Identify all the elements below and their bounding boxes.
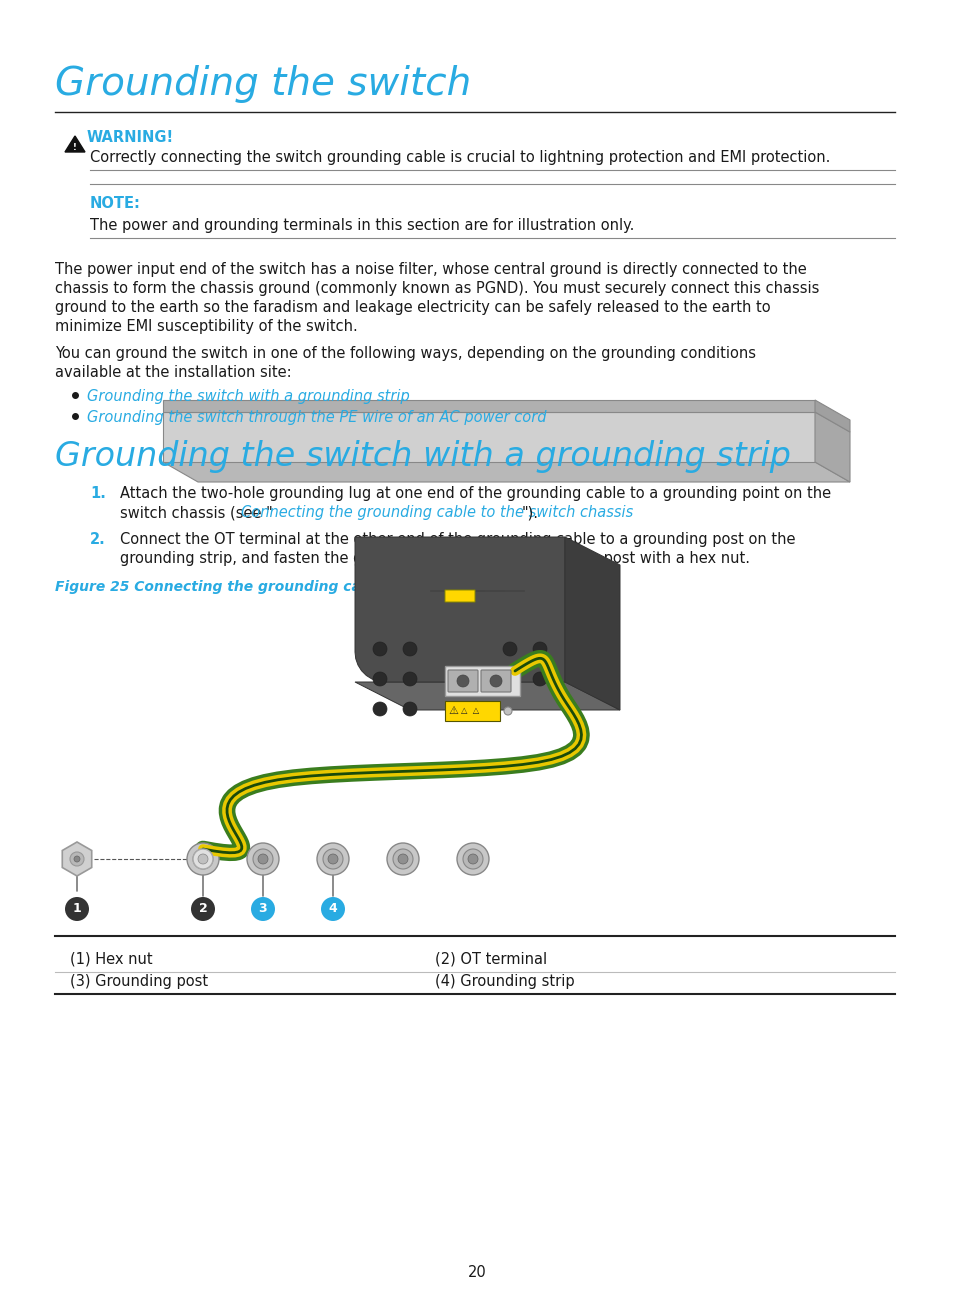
Text: 1.: 1.: [90, 486, 106, 502]
Text: Attach the two-hole grounding lug at one end of the grounding cable to a groundi: Attach the two-hole grounding lug at one…: [120, 486, 830, 502]
Circle shape: [387, 842, 418, 875]
Text: ⚠: ⚠: [448, 706, 457, 715]
Text: (2) OT terminal: (2) OT terminal: [435, 953, 547, 967]
Text: 2.: 2.: [90, 531, 106, 547]
Text: Figure 25 Connecting the grounding cable to a grounding strip: Figure 25 Connecting the grounding cable…: [55, 581, 546, 594]
Circle shape: [323, 849, 343, 870]
Text: (4) Grounding strip: (4) Grounding strip: [435, 975, 574, 989]
Circle shape: [490, 675, 501, 687]
Circle shape: [74, 855, 80, 862]
Circle shape: [187, 842, 219, 875]
FancyBboxPatch shape: [448, 670, 477, 692]
Circle shape: [503, 708, 512, 715]
Circle shape: [316, 842, 349, 875]
Circle shape: [402, 702, 416, 715]
Text: chassis to form the chassis ground (commonly known as PGND). You must securely c: chassis to form the chassis ground (comm…: [55, 281, 819, 295]
FancyBboxPatch shape: [480, 670, 511, 692]
Text: ").: ").: [521, 505, 538, 520]
Circle shape: [251, 897, 274, 921]
Polygon shape: [814, 400, 849, 432]
Text: switch chassis (see ": switch chassis (see ": [120, 505, 273, 520]
Circle shape: [70, 851, 84, 866]
Text: Grounding the switch with a grounding strip: Grounding the switch with a grounding st…: [55, 441, 790, 473]
Text: WARNING!: WARNING!: [87, 130, 174, 145]
Text: available at the installation site:: available at the installation site:: [55, 365, 292, 380]
Polygon shape: [65, 136, 85, 152]
Circle shape: [193, 849, 213, 870]
Text: Grounding the switch with a grounding strip: Grounding the switch with a grounding st…: [87, 389, 410, 404]
Circle shape: [393, 849, 413, 870]
Text: Grounding the switch through the PE wire of an AC power cord: Grounding the switch through the PE wire…: [87, 410, 546, 425]
Polygon shape: [355, 537, 564, 682]
Circle shape: [402, 642, 416, 656]
Text: minimize EMI susceptibility of the switch.: minimize EMI susceptibility of the switc…: [55, 319, 357, 334]
FancyBboxPatch shape: [444, 666, 519, 696]
Text: The power and grounding terminals in this section are for illustration only.: The power and grounding terminals in thi…: [90, 218, 634, 233]
Circle shape: [193, 849, 213, 870]
Circle shape: [373, 642, 387, 656]
Circle shape: [502, 673, 517, 686]
Text: (1) Hex nut: (1) Hex nut: [70, 953, 152, 967]
Polygon shape: [163, 412, 814, 461]
Text: Connect the OT terminal at the other end of the grounding cable to a grounding p: Connect the OT terminal at the other end…: [120, 531, 795, 547]
Circle shape: [257, 854, 268, 864]
Text: △  △: △ △: [460, 706, 478, 715]
Text: Grounding the switch: Grounding the switch: [55, 65, 471, 102]
Circle shape: [533, 673, 546, 686]
Circle shape: [468, 854, 477, 864]
Text: The power input end of the switch has a noise filter, whose central ground is di: The power input end of the switch has a …: [55, 262, 806, 277]
Text: (3) Grounding post: (3) Grounding post: [70, 975, 208, 989]
Polygon shape: [163, 461, 849, 482]
FancyBboxPatch shape: [444, 590, 475, 603]
Text: NOTE:: NOTE:: [90, 196, 141, 211]
Circle shape: [502, 642, 517, 656]
Circle shape: [198, 854, 208, 864]
Polygon shape: [62, 842, 91, 876]
Polygon shape: [163, 400, 814, 412]
Polygon shape: [564, 537, 619, 710]
Text: ground to the earth so the faradism and leakage electricity can be safely releas: ground to the earth so the faradism and …: [55, 299, 770, 315]
Text: 20: 20: [467, 1265, 486, 1280]
Circle shape: [533, 642, 546, 656]
Text: 3: 3: [258, 902, 267, 915]
FancyBboxPatch shape: [444, 701, 499, 721]
Circle shape: [462, 849, 482, 870]
Circle shape: [373, 673, 387, 686]
Text: 1: 1: [72, 902, 81, 915]
Circle shape: [198, 854, 208, 864]
Circle shape: [65, 897, 89, 921]
Text: Correctly connecting the switch grounding cable is crucial to lightning protecti: Correctly connecting the switch groundin…: [90, 150, 829, 165]
Text: Connecting the grounding cable to the switch chassis: Connecting the grounding cable to the sw…: [240, 505, 633, 520]
Circle shape: [373, 702, 387, 715]
Circle shape: [397, 854, 408, 864]
Text: 2: 2: [198, 902, 207, 915]
Text: 4: 4: [328, 902, 337, 915]
Text: You can ground the switch in one of the following ways, depending on the groundi: You can ground the switch in one of the …: [55, 346, 755, 362]
Circle shape: [456, 842, 489, 875]
Circle shape: [456, 675, 469, 687]
Circle shape: [191, 897, 214, 921]
Circle shape: [247, 842, 278, 875]
Circle shape: [320, 897, 345, 921]
Text: grounding strip, and fasten the grounding cable to the grounding post with a hex: grounding strip, and fasten the groundin…: [120, 551, 749, 566]
Circle shape: [253, 849, 273, 870]
Polygon shape: [814, 412, 849, 482]
Text: !: !: [73, 143, 77, 152]
Circle shape: [328, 854, 337, 864]
Polygon shape: [355, 682, 619, 710]
Circle shape: [402, 673, 416, 686]
